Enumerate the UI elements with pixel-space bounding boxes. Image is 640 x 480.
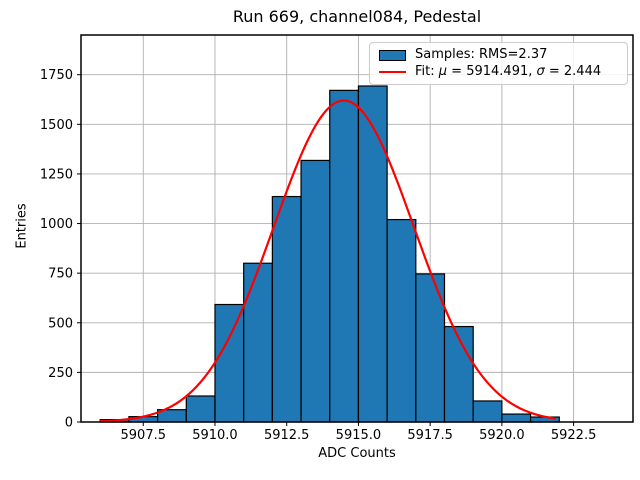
- histogram-bar: [329, 89, 360, 423]
- x-axis-label: ADC Counts: [318, 446, 396, 461]
- axes-spines: [80, 34, 634, 423]
- y-tick-label: 1750: [40, 68, 73, 83]
- x-tick-label: 5912.5: [264, 428, 310, 443]
- y-tick-label: 500: [48, 316, 73, 331]
- x-tick-label: 5910.0: [192, 428, 238, 443]
- histogram-bar: [357, 85, 388, 423]
- histogram-swatch: [379, 49, 406, 61]
- histogram-bar: [271, 195, 302, 423]
- legend-samples-label: Samples: RMS=2.37: [415, 47, 548, 63]
- x-tick-label: 5907.5: [121, 428, 167, 443]
- legend-fit-label: Fit: μ = 5914.491, σ = 2.444: [415, 63, 602, 79]
- histogram-bar: [386, 218, 417, 423]
- y-tick-label: 1250: [40, 167, 73, 182]
- fit-line-swatch: [379, 70, 406, 73]
- legend-item-fit: Fit: μ = 5914.491, σ = 2.444: [379, 64, 619, 80]
- legend: Samples: RMS=2.37 Fit: μ = 5914.491, σ =…: [369, 42, 628, 85]
- y-tick-label: 1500: [40, 118, 73, 133]
- x-tick-label: 5917.5: [407, 428, 453, 443]
- histogram-bar: [300, 159, 331, 423]
- legend-item-samples: Samples: RMS=2.37: [379, 47, 619, 63]
- y-axis-label: Entries: [14, 203, 30, 249]
- y-tick-label: 0: [65, 416, 73, 431]
- histogram-bar: [443, 325, 474, 423]
- fit-curve: [99, 99, 557, 423]
- chart-title: Run 669, channel084, Pedestal: [232, 7, 482, 26]
- y-tick-label: 250: [48, 366, 73, 381]
- histogram-bar: [472, 400, 503, 423]
- y-tick-label: 1000: [40, 217, 73, 232]
- histogram-bar: [214, 303, 245, 423]
- x-tick-label: 5915.0: [336, 428, 382, 443]
- histogram-bar: [185, 395, 216, 423]
- x-tick-label: 5920.0: [479, 428, 525, 443]
- histogram-bar: [243, 262, 273, 423]
- histogram-bar: [501, 413, 532, 423]
- y-tick-label: 750: [48, 267, 73, 282]
- x-tick-label: 5922.5: [551, 428, 597, 443]
